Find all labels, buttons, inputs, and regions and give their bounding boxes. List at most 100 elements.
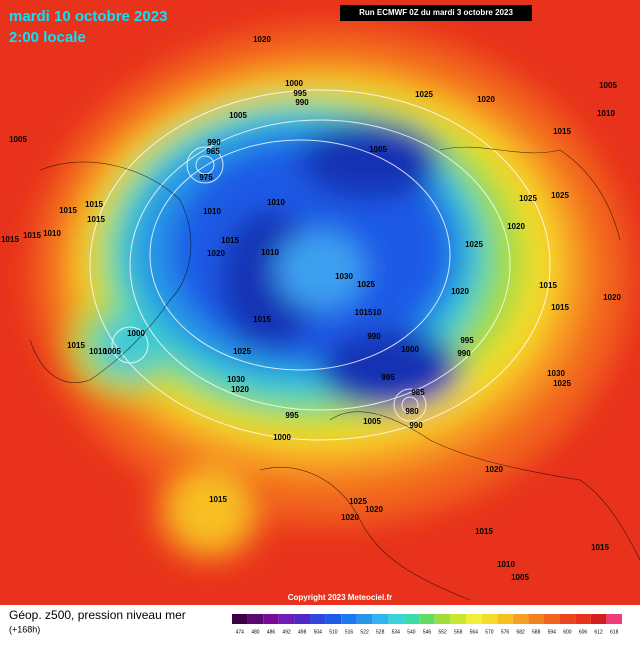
isobar-label: 1015 [475,527,493,536]
isobar-label: 1015 [1,235,19,244]
subtitle: 2:00 locale [9,29,86,46]
legend-swatch [341,614,357,624]
isobar-label: 1020 [603,293,621,302]
legend-label: 522 [360,629,369,635]
isobar-label: 1015 [253,315,271,324]
isobar-label: 1020 [365,505,383,514]
isobar-label: 1025 [551,191,569,200]
isobar-label: 101510 [355,308,382,317]
isobar-label: 1020 [253,35,271,44]
legend-swatch [606,614,622,624]
legend-swatch [294,614,310,624]
legend-swatch [278,614,295,624]
isobar-label: 990 [457,349,471,358]
isobar-label: 995 [293,89,307,98]
isobar-label: 990 [295,98,309,107]
legend-swatch [497,614,513,624]
isobar-label: 1015 [85,200,103,209]
caption: Géop. z500, pression niveau mer [9,608,186,622]
isobar-label: 990 [207,138,221,147]
legend-label: 534 [392,629,401,635]
isobar-label: 1020 [477,95,495,104]
isobar-label: 995 [460,336,474,345]
isobar-label: 1005 [369,145,387,154]
legend-swatch [544,614,560,624]
legend-label: 582 [516,629,525,635]
isobar-label: 1015 [553,127,571,136]
color-legend: 474 480 486 492 498 504 510 516 522 528 534 540 546 5… [232,614,622,635]
legend-label: 600 [563,629,572,635]
isobar-label: 1025 [357,280,375,289]
isobar-label: 1015 [551,303,569,312]
legend-label: 486 [267,629,276,635]
isobar-label: 980 [405,407,419,416]
legend-label: 492 [282,629,291,635]
legend-swatch [528,614,544,624]
isobar-label: 1025 [233,347,251,356]
run-info: Run ECMWF 0Z du mardi 3 octobre 2023 [359,8,513,17]
isobar-label: 1010 [497,560,515,569]
legend-label: 480 [251,629,260,635]
isobar-label: 1015 [221,236,239,245]
isobar-label: 1020 [485,465,503,474]
isobar-label: 1005 [229,111,247,120]
isobar-label: 1025 [465,240,483,249]
legend-label: 552 [438,629,447,635]
isobar-label: 985 [411,388,425,397]
legend-label: 612 [594,629,603,635]
run-box [340,5,532,21]
isobar-label: 995 [381,373,395,382]
legend-swatch [450,614,466,624]
legend-label: 594 [548,629,557,635]
legend-label: 546 [423,629,432,635]
legend-swatch [356,614,373,624]
legend-swatch [310,614,326,624]
isobar-label: 1025 [519,194,537,203]
legend-swatch [559,614,576,624]
legend-swatch [372,614,388,624]
legend-swatch [388,614,404,624]
isobar-label: 1010 [267,198,285,207]
isobar-label: 1025 [349,497,367,506]
legend-label: 540 [407,629,416,635]
isobar-label: 1015 [23,231,41,240]
isobar-label: 1020 [341,513,359,522]
isobar-label: 1020 [451,287,469,296]
legend-swatch [481,614,498,624]
legend-label: 510 [329,629,338,635]
lead-time: (+168h) [9,624,40,634]
isobar-label: 1025 [553,379,571,388]
isobar-label: 1015 [209,495,227,504]
isobar-label: 1000 [127,329,145,338]
legend-label: 474 [236,629,245,635]
legend-label: 528 [376,629,385,635]
isobar-label: 1010 [203,207,221,216]
isobar-label: 1005 [599,81,617,90]
legend-swatch [466,614,482,624]
isobar-label: 1010 [597,109,615,118]
legend-label: 606 [579,629,588,635]
legend-swatch [247,614,264,624]
isobar-label: 1005 [103,347,121,356]
isobar-label: 990 [367,332,381,341]
legend-swatch [325,614,342,624]
isobar-label: 1030 [335,272,353,281]
isobar-label: 1030 [547,369,565,378]
isobar-label: 985 [206,147,220,156]
isobar-label: 1000 [273,433,291,442]
isobar-label: 1005 [511,573,529,582]
isobar-label: 990 [409,421,423,430]
legend-swatch [403,614,420,624]
copyright: Copyright 2023 Meteociel.fr [288,593,392,602]
isobar-label: 995 [285,411,299,420]
isobar-label: 1020 [207,249,225,258]
isobar-label: 1025 [415,90,433,99]
isobar-label: 1020 [507,222,525,231]
isobar-label: 1030 [227,375,245,384]
legend-label: 558 [454,629,463,635]
legend-swatch [419,614,435,624]
isobar-label: 1020 [231,385,249,394]
legend-label: 564 [470,629,479,635]
legend-swatch [575,614,591,624]
